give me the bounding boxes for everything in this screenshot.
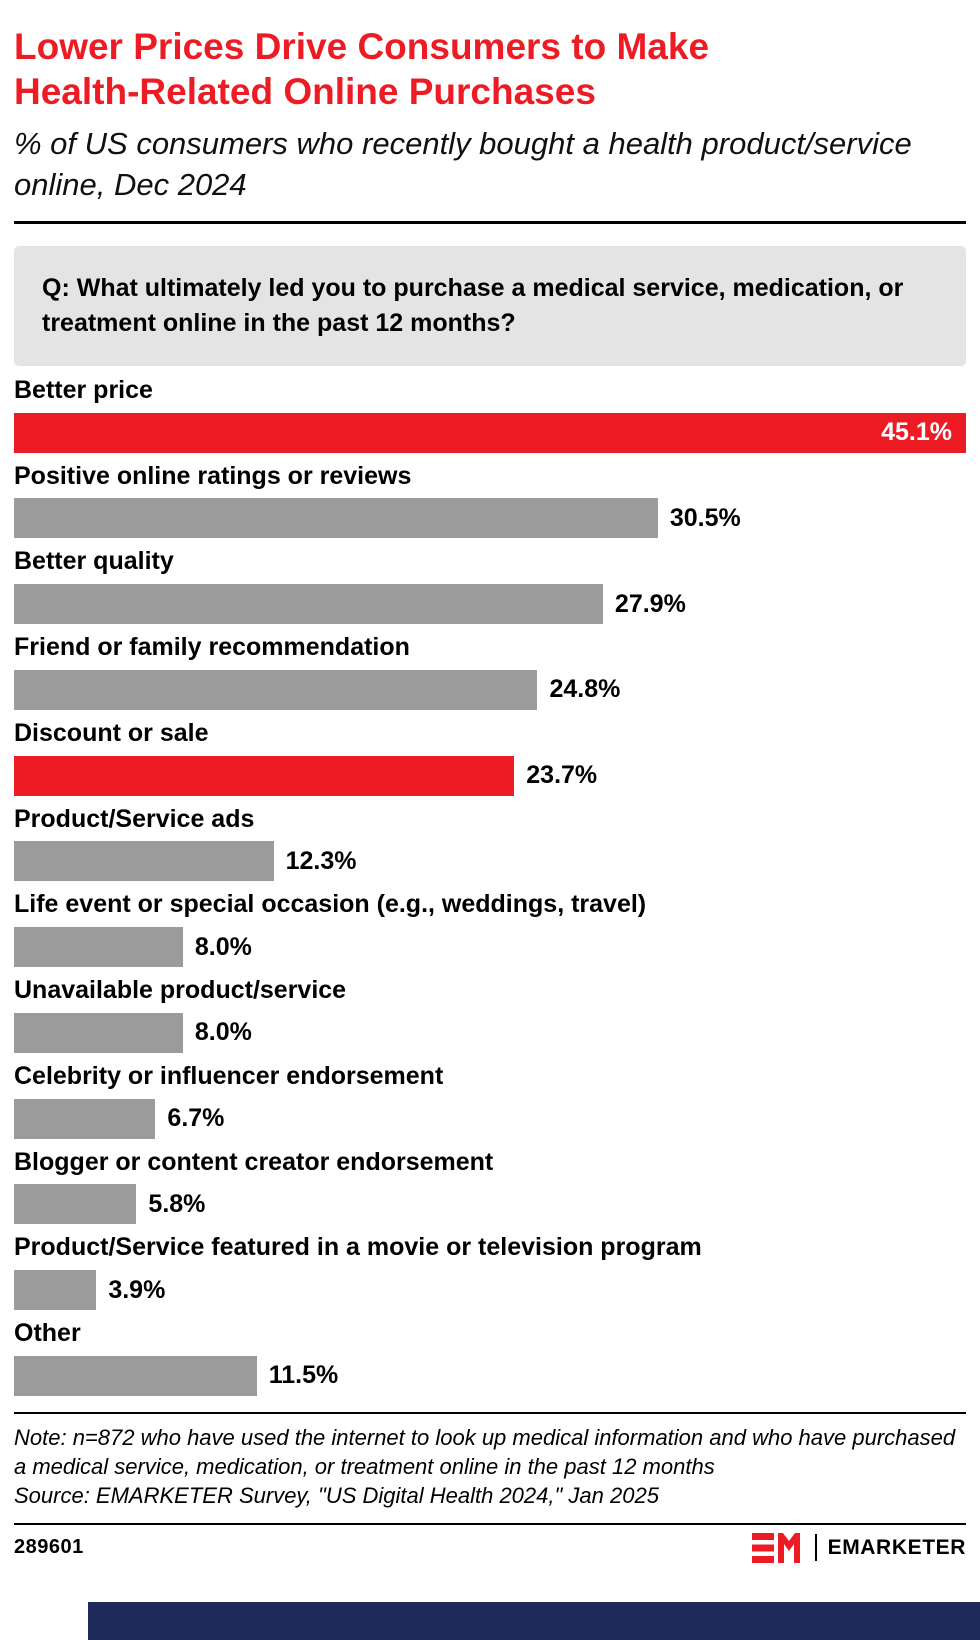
bar	[14, 1184, 137, 1225]
survey-question-text: Q: What ultimately led you to purchase a…	[42, 273, 904, 337]
bar-row: Better quality 27.9%	[14, 547, 966, 625]
bar-category-label: Better price	[14, 375, 153, 404]
bar-category-label: Product/Service featured in a movie or t…	[14, 1233, 702, 1262]
bar-category-label: Better quality	[14, 547, 174, 576]
bar	[14, 1270, 97, 1311]
bar-track: 6.7%	[14, 1098, 966, 1139]
bar-row: Better price 45.1%	[14, 376, 966, 453]
bar-value-label: 23.7%	[526, 761, 598, 790]
bar-row: Friend or family recommendation 24.8%	[14, 633, 966, 710]
bar-track: 24.8%	[14, 669, 966, 710]
note-text: Note: n=872 who have used the internet t…	[14, 1424, 956, 1480]
bar-value-label: 45.1%	[881, 418, 952, 447]
bar-category-label: Friend or family recommendation	[14, 633, 410, 662]
bar-category-label: Unavailable product/service	[14, 976, 347, 1005]
chart-id: 289601	[14, 1536, 84, 1559]
bar-value-label: 8.0%	[194, 1018, 252, 1047]
bar-category-label: Product/Service ads	[14, 804, 255, 833]
bar-value-label: 8.0%	[194, 932, 252, 961]
bar-track: 8.0%	[14, 1012, 966, 1053]
bar-category-label: Positive online ratings or reviews	[14, 461, 412, 490]
bar-track: 45.1%	[14, 412, 966, 453]
bar-value-label: 12.3%	[285, 846, 357, 875]
bar-category-label: Discount or sale	[14, 718, 209, 747]
page-title-line1: Lower Prices Drive Consumers to Make	[14, 26, 710, 67]
footer-accent-bar	[88, 1602, 980, 1640]
emarketer-logo: EMARKETER	[751, 1532, 966, 1563]
bar-row: Product/Service featured in a movie or t…	[14, 1233, 966, 1311]
bar-value-label: 24.8%	[549, 675, 621, 704]
bar-row: Blogger or content creator endorsement 5.…	[14, 1148, 966, 1225]
bar-value-label: 30.5%	[669, 503, 741, 532]
notes-divider	[14, 1411, 966, 1414]
bar-track: 8.0%	[14, 927, 966, 968]
bar-category-label: Blogger or content creator endorsement	[14, 1147, 494, 1176]
bar	[14, 755, 515, 796]
bar-value-label: 3.9%	[108, 1275, 166, 1304]
bar-category-label: Celebrity or influencer endorsement	[14, 1061, 444, 1090]
bar	[14, 841, 274, 882]
survey-question-box: Q: What ultimately led you to purchase a…	[14, 245, 966, 366]
bar-value-label: 6.7%	[167, 1104, 225, 1133]
bar-track: 5.8%	[14, 1184, 966, 1225]
bar	[14, 927, 183, 968]
bar-row: Product/Service ads 12.3%	[14, 805, 966, 882]
bar-row: Unavailable product/service 8.0%	[14, 976, 966, 1053]
bar-value-label: 11.5%	[268, 1361, 339, 1390]
page-title-line2: Health-Related Online Purchases	[14, 71, 596, 113]
bar-category-label: Other	[14, 1319, 81, 1348]
bar-track: 30.5%	[14, 498, 966, 539]
bar-track: 3.9%	[14, 1270, 966, 1311]
bar	[14, 498, 658, 539]
bar-category-label: Life event or special occasion (e.g., we…	[14, 890, 647, 919]
bar-track: 23.7%	[14, 755, 966, 796]
bar-row: Other 11.5%	[14, 1319, 966, 1396]
bar-row: Life event or special occasion (e.g., we…	[14, 890, 966, 968]
page-title: Lower Prices Drive Consumers to Make Hea…	[14, 24, 966, 114]
source-text: Source: EMARKETER Survey, "US Digital He…	[14, 1483, 659, 1509]
emarketer-logo-icon	[751, 1532, 804, 1563]
chart-subtitle: % of US consumers who recently bought a …	[14, 126, 912, 202]
title-divider	[14, 220, 966, 224]
bar-value-label: 5.8%	[148, 1189, 206, 1218]
bar-chart: Better price 45.1% Positive online ratings…	[14, 376, 966, 1396]
bar	[14, 1012, 183, 1053]
bar-track: 27.9%	[14, 584, 966, 625]
bar-track: 12.3%	[14, 841, 966, 882]
footer-row: 289601 EMARKETER	[14, 1532, 966, 1569]
bar	[14, 1355, 257, 1396]
brand-name: EMARKETER	[827, 1535, 966, 1559]
bar-value-label: 27.9%	[614, 589, 686, 618]
footer-divider	[14, 1522, 966, 1525]
bar	[14, 1098, 156, 1139]
bar-row: Positive online ratings or reviews 30.5%	[14, 462, 966, 539]
bar: 45.1%	[14, 412, 966, 453]
bar-row: Discount or sale 23.7%	[14, 719, 966, 796]
footnotes: Note: n=872 who have used the internet t…	[14, 1423, 966, 1511]
bar	[14, 669, 538, 710]
bar-row: Celebrity or influencer endorsement 6.7%	[14, 1062, 966, 1139]
bar-track: 11.5%	[14, 1355, 966, 1396]
bar	[14, 584, 603, 625]
logo-divider	[814, 1534, 817, 1562]
